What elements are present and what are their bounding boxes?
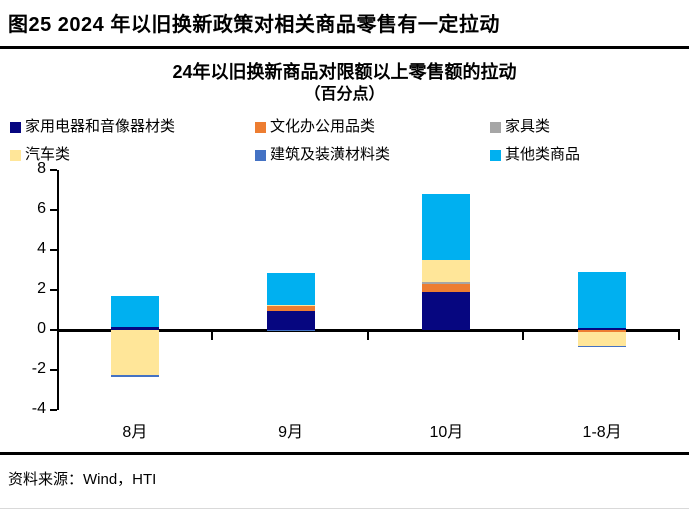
legend-label: 其他类商品 xyxy=(505,146,581,163)
x-axis-label-1: 9月 xyxy=(278,424,304,441)
legend-item-5[interactable]: 其他类商品 xyxy=(490,146,682,164)
x-axis-tick xyxy=(522,332,525,340)
bar-segment-1-cat-3[interactable] xyxy=(578,330,627,332)
title-divider-rule xyxy=(0,46,689,49)
legend-swatch-icon xyxy=(10,149,21,161)
bar-segment-0-cat-0[interactable] xyxy=(110,327,159,330)
bar-segment-1-cat-2[interactable] xyxy=(422,284,471,292)
legend-swatch-icon xyxy=(10,121,21,133)
x-axis-label-2: 10月 xyxy=(429,424,464,441)
figure-title: 图25 2024 年以旧换新政策对相关商品零售有一定拉动 xyxy=(8,14,500,36)
bar-segment-0-cat-3[interactable] xyxy=(578,327,627,330)
y-axis-line xyxy=(57,170,59,410)
chart-title-line1: 24年以旧换新商品对限额以上零售额的拉动 xyxy=(172,62,517,82)
bar-segment-4-cat-1[interactable] xyxy=(266,330,315,331)
chart-legend: 家用电器和音像器材类 文化办公用品类 家具类汽车类 建筑及装潢材料类 其他类商品 xyxy=(10,118,682,164)
y-axis-tick xyxy=(50,329,57,331)
bar-segment-5-cat-2[interactable] xyxy=(422,194,471,260)
y-axis-tick xyxy=(50,409,57,411)
bar-segment-5-cat-0[interactable] xyxy=(110,296,159,327)
legend-label: 建筑及装潢材料类 xyxy=(270,146,391,163)
y-axis-tick-label: 6 xyxy=(37,200,46,217)
bar-segment-3-cat-0[interactable] xyxy=(110,330,159,375)
y-axis-tick xyxy=(50,169,57,171)
bar-segment-3-cat-2[interactable] xyxy=(422,260,471,282)
x-axis-label-3: 1-8月 xyxy=(582,424,622,441)
y-axis-tick xyxy=(50,369,57,371)
source-note: 资料来源：Wind，HTI xyxy=(8,471,157,488)
bar-segment-5-cat-3[interactable] xyxy=(578,271,627,328)
bar-segment-0-cat-2[interactable] xyxy=(422,292,471,330)
legend-label: 文化办公用品类 xyxy=(270,118,376,135)
x-axis-zero-line xyxy=(57,329,680,332)
legend-item-3[interactable]: 汽车类 xyxy=(10,146,255,164)
y-axis-tick xyxy=(50,289,57,291)
bar-segment-3-cat-3[interactable] xyxy=(578,331,627,346)
bar-segment-3-cat-1[interactable] xyxy=(266,305,315,306)
chart-title-line2: （百分点） xyxy=(304,86,385,103)
bar-segment-1-cat-1[interactable] xyxy=(266,306,315,311)
footer-divider-rule xyxy=(0,452,689,455)
x-axis-tick xyxy=(210,332,213,340)
x-axis-label-0: 8月 xyxy=(122,424,148,441)
bar-segment-5-cat-1[interactable] xyxy=(266,273,315,305)
y-axis-tick-label: -2 xyxy=(31,360,46,377)
bar-segment-0-cat-1[interactable] xyxy=(266,311,315,330)
legend-item-1[interactable]: 文化办公用品类 xyxy=(255,118,490,136)
legend-swatch-icon xyxy=(255,121,266,133)
y-axis-tick xyxy=(50,209,57,211)
plot-area: 8 6 4 2 0 -2 -4 xyxy=(0,160,689,417)
legend-item-4[interactable]: 建筑及装潢材料类 xyxy=(255,146,490,164)
legend-label: 家用电器和音像器材类 xyxy=(25,118,176,135)
legend-label: 家具类 xyxy=(505,118,551,135)
x-axis-tick xyxy=(678,332,680,340)
y-axis-tick-label: 4 xyxy=(37,240,46,257)
bar-segment-2-cat-2[interactable] xyxy=(422,282,471,284)
y-axis-tick-label: 8 xyxy=(37,160,46,177)
y-axis-tick-label: -4 xyxy=(31,400,46,417)
legend-swatch-icon xyxy=(490,149,501,161)
legend-swatch-icon xyxy=(490,121,501,133)
chart-title: 24年以旧换新商品对限额以上零售额的拉动 （百分点） xyxy=(0,60,689,106)
x-axis-labels: 8月 9月 10月 1-8月 xyxy=(57,418,680,441)
bar-segment-4-cat-0[interactable] xyxy=(110,375,159,377)
y-axis-tick-label: 0 xyxy=(37,320,46,337)
y-axis-tick xyxy=(50,249,57,251)
legend-item-0[interactable]: 家用电器和音像器材类 xyxy=(10,118,255,136)
legend-item-2[interactable]: 家具类 xyxy=(490,118,682,136)
y-axis-tick-label: 2 xyxy=(37,280,46,297)
legend-label: 汽车类 xyxy=(25,146,71,163)
legend-swatch-icon xyxy=(255,149,266,161)
bar-segment-4-cat-3[interactable] xyxy=(578,345,627,347)
x-axis-tick xyxy=(366,332,369,340)
